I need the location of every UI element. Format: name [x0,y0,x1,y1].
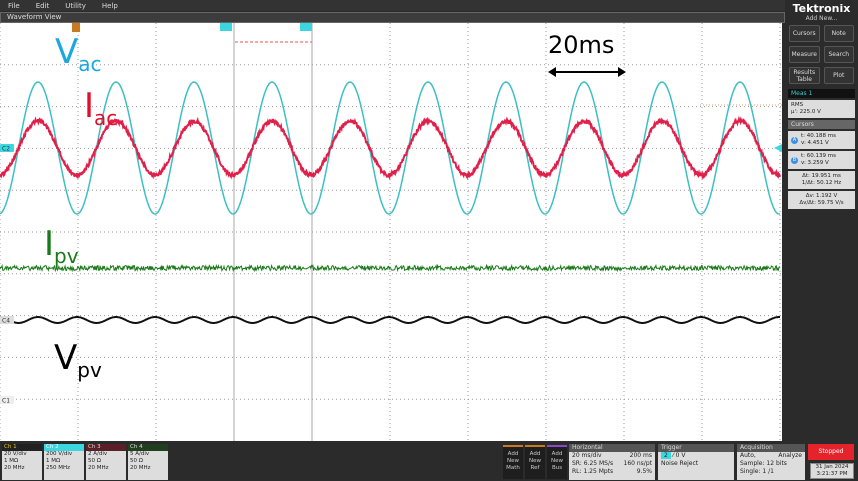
label-iac: Iac [84,89,117,135]
ch3-bandwidth: 20 MHz [86,465,126,472]
cursor-b-readout[interactable]: Bt: 60.139 ms v: 3.259 V [788,151,855,169]
ch2-impedance: 1 MΩ [44,458,84,465]
cursor-b-volt: v: 3.259 V [801,160,836,167]
add-new-math-button[interactable]: Add New Math [503,445,523,479]
brand-logo: Tektronix [785,2,858,15]
acq-analyze: Analyze [778,452,802,460]
ch3-scale: 2 A/div [86,451,126,458]
menu-edit[interactable]: Edit [36,2,50,10]
ch1-marker-label: C1 [2,398,10,405]
ch4-scale: 5 A/div [128,451,168,458]
run-stop-button[interactable]: Stopped [808,444,854,460]
position-percent: 9.5% [637,468,652,476]
meas-type: RMS [791,102,852,109]
ch1-badge[interactable]: Ch 1 20 V/div 1 MΩ 20 MHz [2,444,42,480]
meas-value: μ': 225.0 V [791,109,852,116]
time: 3:21:37 PM [811,471,853,478]
label-vac: Vac [55,35,102,81]
cursor-delta-time: Δt: 19.951 ms 1/Δt: 50.12 Hz [788,171,855,189]
ch1-scale: 20 V/div [2,451,42,458]
ch2-name: Ch 2 [44,444,84,451]
h-position: 200 ms [630,452,652,460]
add-new-label: Add New... [785,15,858,22]
arrow-head-right [618,67,626,77]
date-time: 31 Jan 2024 3:21:37 PM [810,463,854,479]
date: 31 Jan 2024 [811,464,853,471]
cursor-b-time: t: 60.139 ms [801,153,836,160]
cursors-button[interactable]: Cursors [789,25,820,42]
add-new-bus-button[interactable]: Add New Bus [547,445,567,479]
meas1-header[interactable]: Meas 1 [788,89,855,98]
ipv-trace [0,266,780,271]
delta-t: Δt: 19.951 ms [791,173,852,180]
ch4-impedance: 50 Ω [128,458,168,465]
cursor-a-icon: A [791,137,798,144]
ch3-badge[interactable]: Ch 32 A/div 50 Ω 20 MHz [86,444,126,480]
ch2-marker-label: C2 [2,146,10,153]
ch2-bandwidth: 250 MHz [44,465,84,472]
cursors-header[interactable]: Cursors [788,120,855,129]
cursor-a-chip [220,23,232,31]
search-button[interactable]: Search [824,46,855,63]
results-table-button[interactable]: Results Table [789,67,820,84]
record-length: RL: 1.25 Mpts [572,468,613,476]
trigger-mode: Noise Reject [658,460,734,468]
dv-dt: Δv/Δt: 59.75 V/s [791,200,852,207]
waveform-svg: C2 C4 C1 [0,23,782,441]
horizontal-panel[interactable]: Horizontal 20 ms/div 200 ms SR: 6.25 MS/s… [569,444,655,480]
ch4-badge[interactable]: Ch 45 A/div 50 Ω 20 MHz [128,444,168,480]
arrow-head-left [548,67,556,77]
label-ipv: Ipv [44,227,79,273]
ch4-marker-label: C4 [2,318,10,325]
ch2-right-marker [774,144,782,152]
acq-mode: Auto, [740,452,756,460]
acquisition-panel[interactable]: Acquisition Auto, Analyze Sample: 12 bits… [737,444,805,480]
time-per-point: 160 ns/pt [624,460,652,468]
sample-rate: SR: 6.25 MS/s [572,460,613,468]
plot-button[interactable]: Plot [824,67,855,84]
cursor-b-icon: B [791,157,798,164]
acq-sample: Sample: 12 bits [737,460,805,468]
label-vpv: Vpv [54,341,102,387]
ch1-bandwidth: 20 MHz [2,465,42,472]
vpv-trace [0,317,780,323]
cursor-a-volt: v: 4.451 V [801,140,836,147]
horizontal-title: Horizontal [569,444,655,452]
menu-file[interactable]: File [8,2,20,10]
menu-utility[interactable]: Utility [65,2,86,10]
ch4-name: Ch 4 [128,444,168,451]
menu-bar: File Edit Utility Help [0,0,785,11]
measure-button[interactable]: Measure [789,46,820,63]
menu-help[interactable]: Help [102,2,118,10]
trigger-source: 2 [661,452,671,459]
waveform-view-title: Waveform View [0,12,785,23]
ch3-name: Ch 3 [86,444,126,451]
ch1-impedance: 1 MΩ [2,458,42,465]
trigger-level: 0 V [676,452,686,459]
trigger-panel[interactable]: Trigger 2 ⁄ 0 V Noise Reject [658,444,734,480]
acquisition-title: Acquisition [737,444,805,452]
trigger-title: Trigger [658,444,734,452]
h-scale: 20 ms/div [572,452,602,460]
cursor-delta-volt: Δv: 1.192 V Δv/Δt: 59.75 V/s [788,191,855,209]
trigger-marker [72,23,80,32]
cursor-b-chip [300,23,312,31]
waveform-plot[interactable]: C2 C4 C1 Vac Iac Ipv Vpv 20ms [0,23,782,441]
cursor-a-readout[interactable]: At: 40.188 ms v: 4.451 V [788,131,855,149]
delta-v: Δv: 1.192 V [791,193,852,200]
bottom-bar: Ch 1 20 V/div 1 MΩ 20 MHz Ch 2 200 V/div 1 MΩ… [0,441,858,481]
side-panel: Tektronix Add New... Cursors Note Measur… [785,0,858,440]
ch4-bandwidth: 20 MHz [128,465,168,472]
meas1-badge[interactable]: RMS μ': 225.0 V [788,100,855,118]
ch2-badge[interactable]: Ch 2 200 V/div 1 MΩ 250 MHz [44,444,84,480]
note-button[interactable]: Note [824,25,855,42]
add-new-ref-button[interactable]: Add New Ref [525,445,545,479]
acq-single: Single: 1 /1 [737,468,805,476]
ch1-name: Ch 1 [2,444,42,451]
inv-delta-t: 1/Δt: 50.12 Hz [791,180,852,187]
time-annotation: 20ms [548,31,614,59]
ch2-scale: 200 V/div [44,451,84,458]
cursor-a-time: t: 40.188 ms [801,133,836,140]
ch3-impedance: 50 Ω [86,458,126,465]
